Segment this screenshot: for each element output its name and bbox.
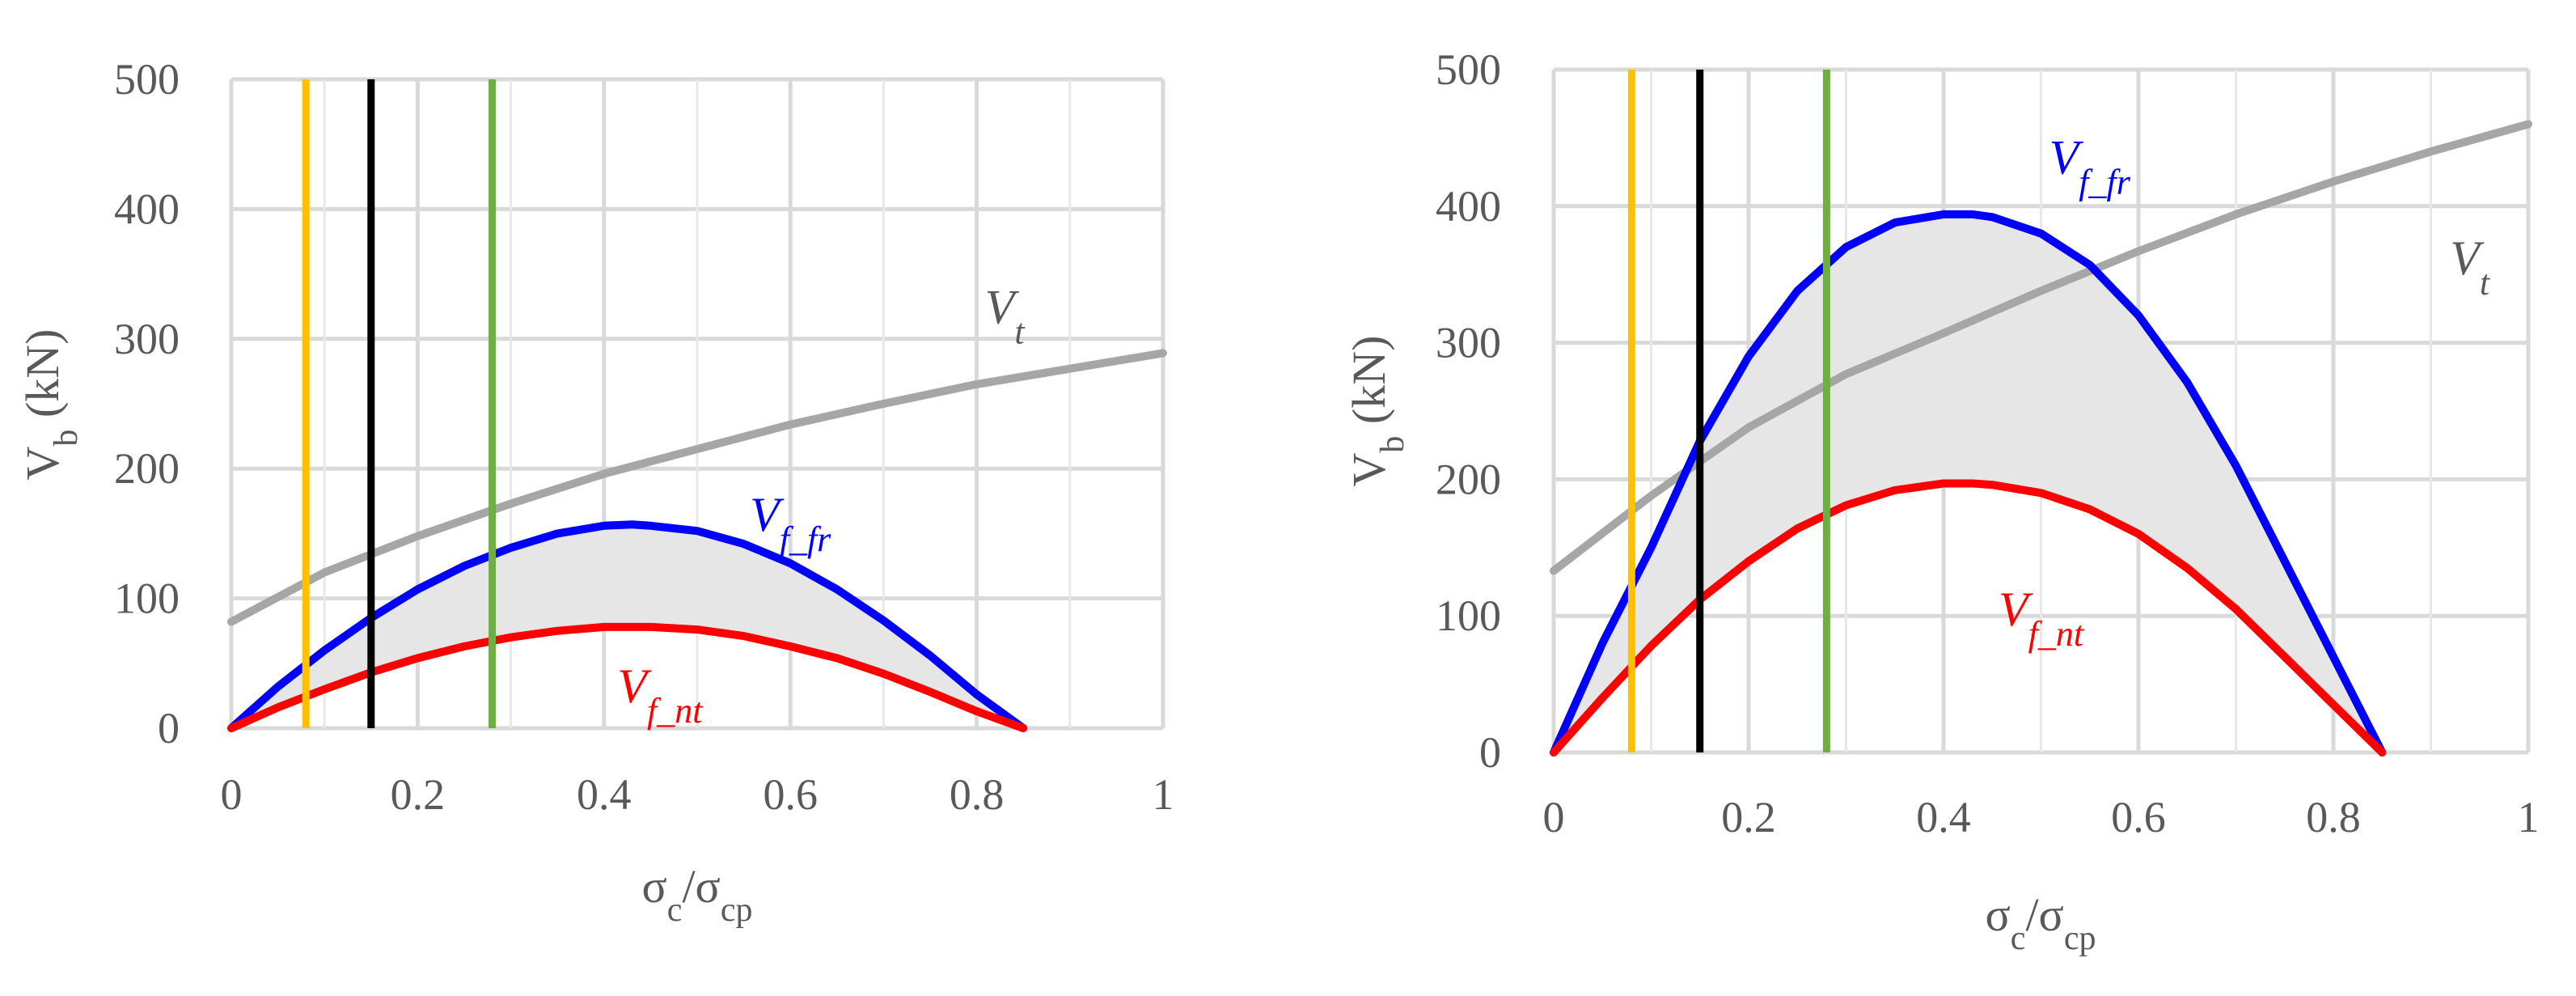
x-tick-label: 0 <box>1543 793 1565 841</box>
chart-right: 0 100 200 300 400 500 0 0.2 0.4 0.6 0.8 1 σc/σcp Vb (… <box>1343 45 2540 957</box>
x-tick-label: 1 <box>2518 793 2540 841</box>
series-line-vt <box>227 349 1167 626</box>
y-tick-label: 100 <box>1436 591 1501 640</box>
x-tick-label: 1 <box>1153 770 1174 819</box>
y-axis-title: Vb (kN) <box>1343 336 1411 487</box>
y-tick-label: 200 <box>1436 455 1501 503</box>
x-tick-label: 0.4 <box>1916 793 1971 841</box>
series-label-vf-nt: Vf_nt <box>1999 583 2085 654</box>
x-tick-label: 0.4 <box>577 770 632 819</box>
y-tick-label: 400 <box>114 184 180 233</box>
y-tick-label: 300 <box>114 315 180 363</box>
y-tick-label: 100 <box>114 574 180 623</box>
x-tick-label: 0.8 <box>950 770 1005 819</box>
series-label-vt: Vt <box>985 281 1026 352</box>
x-tick-label: 0.6 <box>2111 793 2166 841</box>
series-label-vf-nt: Vf_nt <box>617 659 704 731</box>
series-label-vt: Vt <box>2450 231 2491 303</box>
series-label-vf-fr: Vf_fr <box>2049 130 2131 201</box>
series-label-vf-fr: Vf_fr <box>750 488 831 559</box>
y-tick-label: 500 <box>114 55 180 104</box>
x-tick-label: 0 <box>221 770 243 819</box>
chart-left: 0 100 200 300 400 500 0 0.2 0.4 0.6 0.8 1 σc/σcp Vb (… <box>16 55 1174 929</box>
y-tick-label: 300 <box>1436 319 1501 367</box>
series-line-vt <box>1550 120 2532 575</box>
y-tick-label: 200 <box>114 444 180 493</box>
y-tick-label: 500 <box>1436 45 1501 94</box>
y-tick-label: 400 <box>1436 182 1501 231</box>
y-tick-label: 0 <box>1479 728 1501 777</box>
x-tick-label: 0.2 <box>391 770 446 819</box>
x-tick-label: 0.6 <box>763 770 818 819</box>
x-tick-label: 0.8 <box>2306 793 2361 841</box>
y-axis-title: Vb (kN) <box>16 329 85 481</box>
x-tick-label: 0.2 <box>1721 793 1776 841</box>
x-axis-title: σc/σcp <box>1986 888 2096 957</box>
y-tick-label: 0 <box>158 704 180 752</box>
x-axis-title: σc/σcp <box>642 860 753 929</box>
